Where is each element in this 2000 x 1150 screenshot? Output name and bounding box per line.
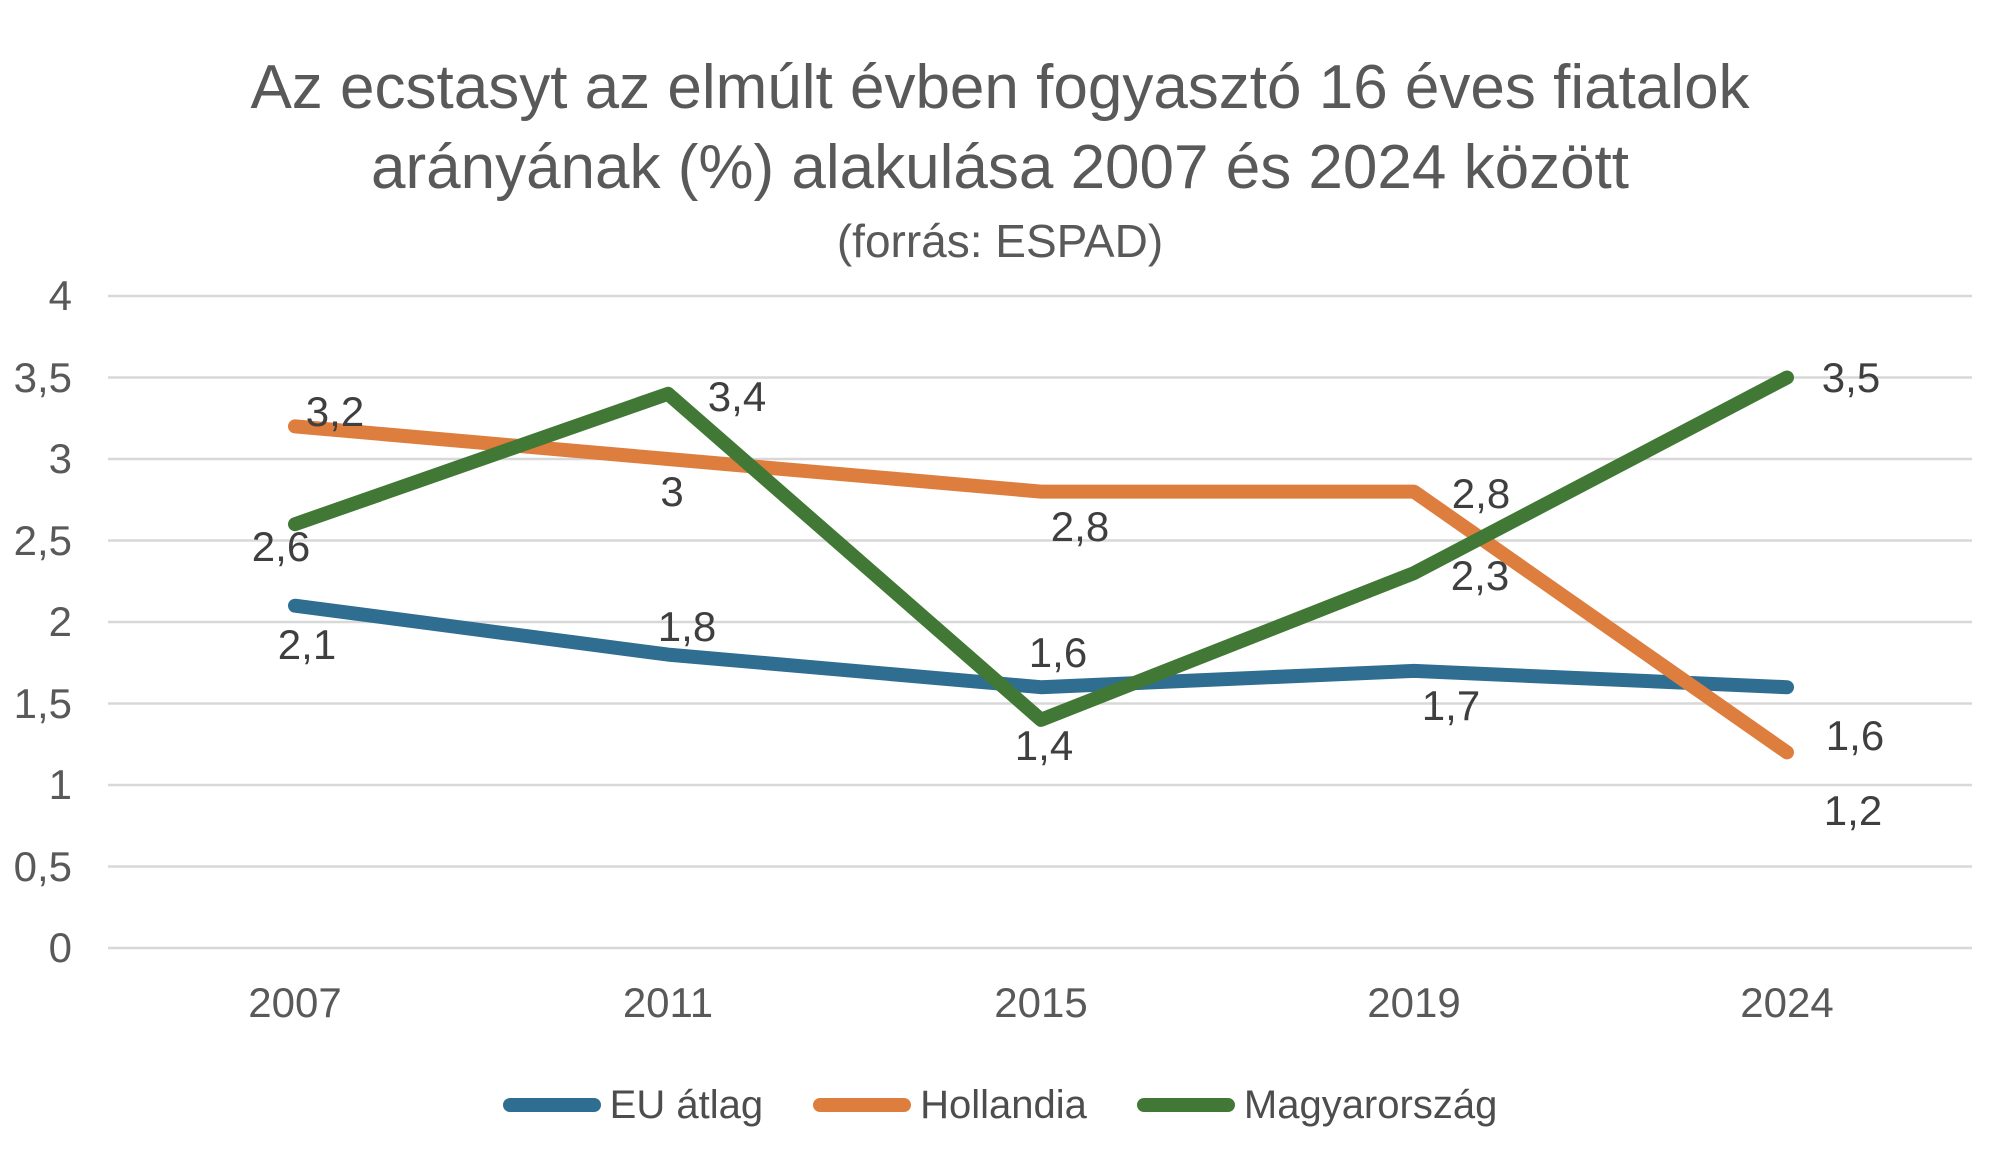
data-label-hollandia: 2,8 bbox=[1050, 502, 1110, 550]
chart-title-line1: Az ecstasyt az elmúlt évben fogyasztó 16… bbox=[250, 53, 1750, 122]
series-line-hollandia bbox=[288, 419, 1794, 760]
legend-marker-icon bbox=[502, 1098, 601, 1112]
legend-label: EU átlag bbox=[609, 1083, 764, 1127]
data-label-magyarország: 3,4 bbox=[707, 372, 767, 420]
chart-subtitle: (forrás: ESPAD) bbox=[836, 215, 1164, 267]
chart-title: Az ecstasyt az elmúlt évben fogyasztó 16… bbox=[0, 48, 2000, 208]
y-tick-label: 2 bbox=[48, 598, 72, 645]
data-label-hollandia: 2,8 bbox=[1451, 469, 1511, 517]
x-tick-label: 2019 bbox=[1367, 979, 1461, 1026]
legend-item-eu-átlag: EU átlag bbox=[502, 1082, 764, 1128]
data-label-hollandia: 3 bbox=[660, 468, 684, 515]
y-tick-label: 4 bbox=[48, 272, 72, 319]
series-line-magyarország bbox=[288, 370, 1794, 727]
data-label-eu-átlag: 1,6 bbox=[1825, 712, 1885, 760]
data-label-hollandia: 3,2 bbox=[305, 388, 365, 436]
x-tick-label: 2024 bbox=[1740, 979, 1834, 1026]
x-tick-label: 2011 bbox=[622, 979, 714, 1026]
y-tick-label: 0 bbox=[48, 924, 72, 971]
legend-item-hollandia: Hollandia bbox=[813, 1082, 1087, 1128]
y-tick-label: 1 bbox=[48, 761, 72, 808]
data-label-magyarország: 1,4 bbox=[1014, 721, 1074, 769]
y-tick-label: 0,5 bbox=[13, 842, 72, 890]
data-label-magyarország: 2,6 bbox=[251, 523, 311, 571]
y-tick-label: 3 bbox=[48, 435, 72, 482]
legend-label: Magyarország bbox=[1243, 1083, 1498, 1127]
legend-marker-icon bbox=[813, 1098, 912, 1112]
data-label-magyarország: 3,5 bbox=[1821, 353, 1881, 401]
series-line-eu-átlag bbox=[288, 598, 1794, 695]
legend: EU átlag Hollandia Magyarország bbox=[0, 1082, 2000, 1128]
data-label-eu-átlag: 1,8 bbox=[657, 602, 717, 650]
y-tick-label: 2,5 bbox=[13, 516, 72, 564]
legend-item-magyarország: Magyarország bbox=[1136, 1082, 1498, 1128]
chart-title-line2: arányának (%) alakulása 2007 és 2024 köz… bbox=[370, 133, 1629, 202]
legend-marker-icon bbox=[1136, 1098, 1235, 1112]
data-label-magyarország: 2,3 bbox=[1450, 552, 1510, 600]
x-tick-label: 2007 bbox=[248, 979, 342, 1026]
data-label-hollandia: 1,2 bbox=[1823, 787, 1883, 835]
data-label-eu-átlag: 1,6 bbox=[1028, 629, 1088, 677]
y-tick-label: 1,5 bbox=[13, 679, 72, 727]
legend-label: Hollandia bbox=[920, 1083, 1087, 1127]
y-tick-label: 3,5 bbox=[13, 353, 72, 401]
x-tick-label: 2015 bbox=[994, 979, 1088, 1026]
data-label-eu-átlag: 2,1 bbox=[277, 620, 337, 668]
data-label-eu-átlag: 1,7 bbox=[1421, 681, 1481, 729]
